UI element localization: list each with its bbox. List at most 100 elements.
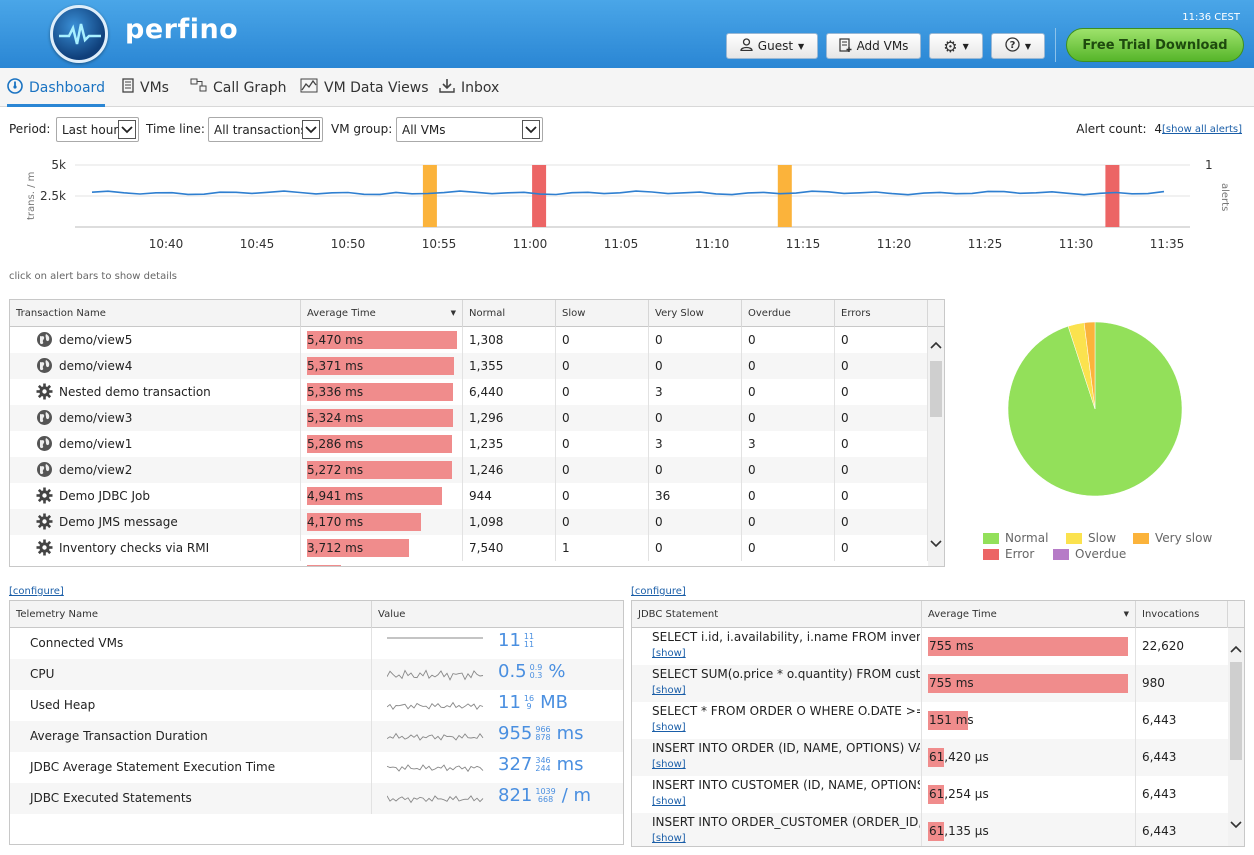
- average-time-value: 4,170 ms: [307, 515, 364, 529]
- table-row[interactable]: demo/view1 5,286 ms 1,235 0 3 3 0: [10, 431, 928, 457]
- column-header-invocations[interactable]: Invocations: [1136, 601, 1228, 628]
- telemetry-row[interactable]: CPU 0.5 0.9 0.3%: [10, 659, 623, 690]
- settings-menu-button[interactable]: ⚙ ▼: [929, 33, 983, 59]
- very-slow-count: 0: [655, 411, 663, 425]
- telemetry-row[interactable]: Used Heap 11 16 9 MB: [10, 690, 623, 721]
- jdbc-scrollbar[interactable]: [1228, 628, 1244, 846]
- configure-telemetry-link[interactable]: [configure]: [9, 586, 64, 597]
- column-header-overdue[interactable]: Overdue: [742, 300, 835, 327]
- vm-icon: [122, 78, 134, 97]
- table-row[interactable]: INSERT INTO ORDER_CUSTOMER (ORDER_ID, CU…: [632, 813, 1228, 846]
- table-row[interactable]: INSERT INTO CUSTOMER (ID, NAME, OPTIONS)…: [632, 776, 1228, 813]
- table-row[interactable]: INSERT INTO ORDER (ID, NAME, OPTIONS) VA…: [632, 739, 1228, 776]
- add-vms-button[interactable]: Add VMs: [826, 33, 921, 59]
- column-header-slow[interactable]: Slow: [556, 300, 649, 327]
- column-header-telemetry-name[interactable]: Telemetry Name: [10, 601, 372, 628]
- alert-bar[interactable]: [532, 165, 547, 227]
- column-header-value[interactable]: Value: [378, 609, 406, 620]
- vm-group-select[interactable]: All VMs: [396, 117, 543, 142]
- column-header-average-time[interactable]: Average Time ▼: [922, 601, 1136, 628]
- show-statement-link[interactable]: [show]: [652, 796, 686, 807]
- tab-call-graph[interactable]: Call Graph: [190, 68, 287, 107]
- tab-vm-data-views[interactable]: VM Data Views: [300, 68, 429, 107]
- column-header-normal[interactable]: Normal: [463, 300, 556, 327]
- x-tick-label: 10:45: [240, 237, 275, 251]
- transactions-scrollbar[interactable]: [928, 327, 944, 566]
- max-value: 11: [523, 632, 535, 641]
- average-time-bar: [307, 461, 452, 479]
- sort-desc-icon: ▼: [450, 309, 456, 317]
- average-time-bar: [307, 435, 452, 453]
- slow-count: 0: [562, 385, 570, 399]
- table-row[interactable]: Nested demo transaction 5,336 ms 6,440 0 3 0 0: [10, 379, 928, 405]
- guest-menu-button[interactable]: Guest ▼: [726, 33, 818, 59]
- column-header-jdbc-statement[interactable]: JDBC Statement: [632, 601, 922, 628]
- column-header-very-slow[interactable]: Very Slow: [649, 300, 742, 327]
- telemetry-row[interactable]: JDBC Executed Statements 821 1039 668 / m: [10, 783, 623, 814]
- alert-bar[interactable]: [422, 165, 437, 227]
- legend-label: Normal: [1005, 531, 1049, 545]
- table-row[interactable]: SELECT i.id, i.availability, i.name FROM…: [632, 628, 1228, 665]
- tab-vms[interactable]: VMs: [122, 68, 169, 107]
- table-row[interactable]: demo/view4 5,371 ms 1,355 0 0 0 0: [10, 353, 928, 379]
- alert-bar[interactable]: [1105, 165, 1120, 227]
- show-statement-link[interactable]: [show]: [652, 722, 686, 733]
- telemetry-value: 11 11 11: [498, 630, 540, 651]
- max-value: 346: [535, 756, 551, 765]
- scroll-up-icon[interactable]: [1228, 642, 1244, 656]
- column-header-average-time[interactable]: Average Time ▼: [301, 300, 463, 327]
- period-select[interactable]: Last hour: [56, 117, 139, 142]
- telemetry-row[interactable]: Connected VMs 11 11 11: [10, 628, 623, 659]
- very-slow-count: 3: [655, 437, 663, 451]
- scroll-down-icon[interactable]: [928, 537, 944, 551]
- legend-label: Very slow: [1155, 531, 1213, 545]
- free-trial-download-button[interactable]: Free Trial Download: [1066, 28, 1244, 62]
- transaction-timeline-chart[interactable]: 5k 2.5k 1 trans. / m alerts 10:40 10:45 10:50 10…: [0, 150, 1254, 260]
- app-header: perfino 11:36 CEST Guest ▼ Add VMs ⚙ ▼ ?…: [0, 0, 1254, 68]
- gear-icon: ⚙: [943, 36, 958, 56]
- telemetry-row[interactable]: JDBC Average Statement Execution Time 327…: [10, 752, 623, 783]
- gear-icon: [36, 539, 53, 556]
- normal-count: 1,235: [469, 437, 504, 451]
- scrollbar-thumb[interactable]: [930, 361, 942, 417]
- slow-count: 0: [562, 437, 570, 451]
- timeline-select[interactable]: All transactions: [208, 117, 323, 142]
- very-slow-count: 0: [655, 463, 663, 477]
- column-header-errors[interactable]: Errors: [835, 300, 928, 327]
- show-all-alerts-link[interactable]: [show all alerts]: [1162, 124, 1242, 135]
- tab-dashboard[interactable]: Dashboard: [7, 68, 105, 107]
- show-statement-link[interactable]: [show]: [652, 685, 686, 696]
- help-menu-button[interactable]: ? ▼: [991, 33, 1045, 59]
- show-statement-link[interactable]: [show]: [652, 648, 686, 659]
- call-graph-icon: [190, 78, 207, 97]
- telemetry-name: Average Transaction Duration: [30, 729, 208, 743]
- table-row[interactable]: Demo JMS message 4,170 ms 1,098 0 0 0 0: [10, 509, 928, 535]
- scroll-down-icon[interactable]: [1228, 818, 1244, 832]
- table-row[interactable]: demo/view2 5,272 ms 1,246 0 0 0 0: [10, 457, 928, 483]
- overdue-count: 0: [748, 333, 756, 347]
- column-header-transaction-name[interactable]: Transaction Name: [10, 300, 301, 327]
- table-row[interactable]: Inventory checks via RMI 3,712 ms 7,540 1 0 0…: [10, 535, 928, 561]
- table-row[interactable]: demo/view3 5,324 ms 1,296 0 0 0 0: [10, 405, 928, 431]
- table-row[interactable]: SELECT SUM(o.price * o.quantity) FROM cu…: [632, 665, 1228, 702]
- table-row[interactable]: Demo JDBC Job 4,941 ms 944 0 36 0 0: [10, 483, 928, 509]
- show-statement-link[interactable]: [show]: [652, 833, 686, 844]
- min-max-values: 346 244: [535, 757, 550, 773]
- table-row[interactable]: demo/view5 5,470 ms 1,308 0 0 0 0: [10, 327, 928, 353]
- average-time-cell: 3,712 ms: [301, 535, 463, 561]
- scroll-up-icon[interactable]: [928, 341, 944, 352]
- telemetry-name: Used Heap: [30, 698, 96, 712]
- errors-count: 0: [841, 541, 849, 555]
- invocations-value: 6,443: [1142, 750, 1177, 764]
- show-statement-link[interactable]: [show]: [652, 759, 686, 770]
- average-time-cell: 5,336 ms: [301, 379, 463, 405]
- scrollbar-thumb[interactable]: [1230, 662, 1242, 760]
- telemetry-row[interactable]: Average Transaction Duration 955 966 878 ms: [10, 721, 623, 752]
- tab-inbox[interactable]: Inbox: [439, 68, 499, 107]
- alert-bar[interactable]: [777, 165, 792, 227]
- average-time-bar: [307, 383, 453, 401]
- table-row[interactable]: SELECT * FROM ORDER O WHERE O.DATE >= ? […: [632, 702, 1228, 739]
- normal-count: 1,098: [469, 515, 504, 529]
- transaction-name-cell: demo/view4: [30, 353, 300, 379]
- configure-jdbc-link[interactable]: [configure]: [631, 586, 686, 597]
